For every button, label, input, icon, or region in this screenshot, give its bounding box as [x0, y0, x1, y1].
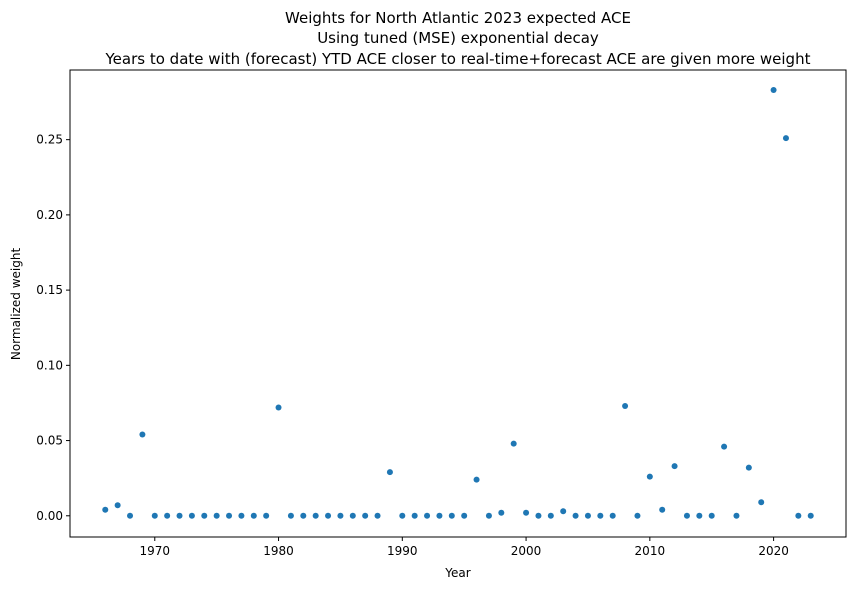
data-point: [671, 463, 678, 470]
data-point: [436, 512, 443, 519]
data-point: [782, 135, 789, 142]
data-point: [399, 512, 406, 519]
data-point: [721, 443, 728, 450]
data-point: [572, 512, 579, 519]
y-tick-label: 0.25: [36, 133, 63, 147]
data-point: [213, 512, 220, 519]
data-point: [758, 499, 765, 506]
data-point: [238, 512, 245, 519]
data-point: [646, 473, 653, 480]
data-point: [634, 512, 641, 519]
data-point: [485, 512, 492, 519]
data-point: [151, 512, 158, 519]
y-tick-label: 0.10: [36, 358, 63, 372]
data-point: [708, 512, 715, 519]
y-tick-label: 0.15: [36, 283, 63, 297]
y-tick-label: 0.05: [36, 434, 63, 448]
y-axis-label: Normalized weight: [9, 248, 23, 361]
data-point: [201, 512, 208, 519]
data-point: [770, 87, 777, 94]
data-point: [411, 512, 418, 519]
data-point: [287, 512, 294, 519]
data-point: [683, 512, 690, 519]
data-point: [745, 464, 752, 471]
data-point: [349, 512, 356, 519]
data-point: [659, 506, 666, 513]
data-point: [362, 512, 369, 519]
chart-title-line-2: Using tuned (MSE) exponential decay: [317, 29, 599, 47]
x-tick-label: 2000: [511, 544, 542, 558]
data-point: [164, 512, 171, 519]
data-point: [696, 512, 703, 519]
data-point: [807, 512, 814, 519]
data-point: [597, 512, 604, 519]
data-point: [733, 512, 740, 519]
data-point: [139, 431, 146, 438]
data-point: [461, 512, 468, 519]
data-point: [226, 512, 233, 519]
data-point: [795, 512, 802, 519]
data-point: [263, 512, 270, 519]
data-point: [510, 440, 517, 447]
plot-area: [69, 69, 847, 538]
data-point: [102, 506, 109, 513]
x-axis: 1970 1980 1990 2000 2010 2020: [140, 537, 789, 558]
y-axis: 0.00 0.05 0.10 0.15 0.20 0.25: [36, 133, 70, 523]
data-point: [473, 476, 480, 483]
data-point: [325, 512, 332, 519]
x-tick-label: 1990: [387, 544, 418, 558]
data-point: [188, 512, 195, 519]
data-point: [300, 512, 307, 519]
x-axis-label: Year: [444, 566, 470, 580]
data-point: [609, 512, 616, 519]
data-point: [374, 512, 381, 519]
chart-title-line-3: Years to date with (forecast) YTD ACE cl…: [105, 50, 811, 68]
data-point: [275, 404, 282, 411]
data-point: [448, 512, 455, 519]
data-point: [560, 508, 567, 515]
data-point: [176, 512, 183, 519]
x-tick-label: 2020: [758, 544, 789, 558]
data-point: [386, 469, 393, 476]
data-point: [250, 512, 257, 519]
data-point: [337, 512, 344, 519]
data-point: [114, 502, 121, 509]
y-tick-label: 0.00: [36, 509, 63, 523]
data-point: [498, 509, 505, 516]
data-point: [312, 512, 319, 519]
x-tick-label: 1970: [140, 544, 171, 558]
data-point: [127, 512, 134, 519]
chart-title-line-1: Weights for North Atlantic 2023 expected…: [285, 9, 631, 27]
data-points: [102, 87, 814, 519]
data-point: [622, 402, 629, 409]
y-tick-label: 0.20: [36, 208, 63, 222]
data-point: [584, 512, 591, 519]
data-point: [424, 512, 431, 519]
data-point: [523, 509, 530, 516]
x-tick-label: 2010: [635, 544, 666, 558]
data-point: [535, 512, 542, 519]
data-point: [547, 512, 554, 519]
x-tick-label: 1980: [263, 544, 294, 558]
